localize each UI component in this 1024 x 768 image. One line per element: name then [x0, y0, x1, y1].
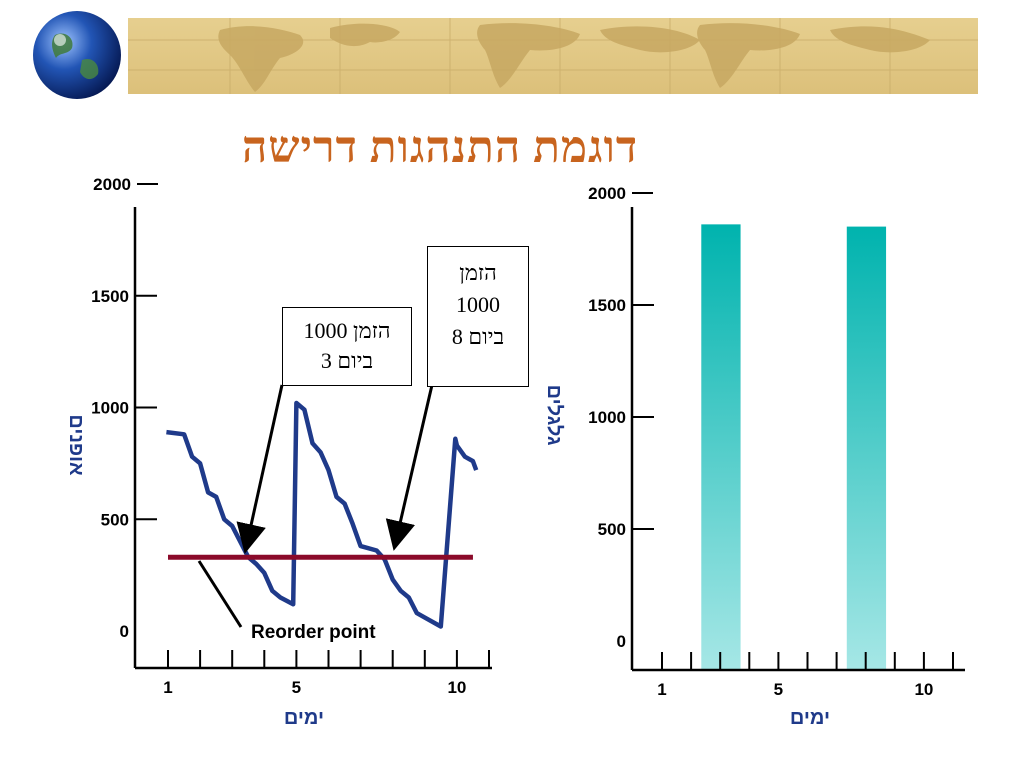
callout-day8-line2: 1000 [456, 292, 500, 317]
left-y-tick-label: 1000 [91, 399, 129, 418]
reorder-point-label: Reorder point [251, 622, 376, 643]
left-x-axis-title: ימים [284, 707, 324, 729]
right-y-tick-label: 2000 [588, 184, 626, 203]
map-continents [218, 23, 930, 92]
right-x-tick-label: 5 [774, 680, 783, 699]
right-y-tick-label: 500 [598, 520, 626, 539]
callout-order-day8: הזמן 1000 ביום 8 [427, 246, 529, 387]
left-y-tick-label: 0 [120, 622, 129, 641]
callout-day3-line1: הזמן 1000 [303, 318, 391, 343]
left-y-tick-label: 500 [101, 510, 129, 529]
reorder-pointer-line [197, 560, 243, 628]
callout-day8-line1: הזמן [459, 260, 497, 285]
right-y-tick-label: 1000 [588, 408, 626, 427]
left-data [166, 400, 479, 629]
callout-order-day3: הזמן 1000 ביום 3 [282, 307, 412, 386]
left-axes: 0 500 1000 1500 2000 1 5 10 [91, 175, 492, 697]
right-data [701, 224, 887, 671]
right-x-axis-title: ימים [790, 707, 830, 729]
globe-icon [27, 5, 127, 105]
right-x-tick-label: 1 [657, 680, 666, 699]
day8-arrow [385, 384, 434, 551]
day3-arrow [236, 384, 284, 554]
left-y-axis-title: אופנים [65, 414, 87, 476]
left-x-tick-label: 1 [163, 678, 172, 697]
callout-day3-line2: ביום 3 [320, 348, 374, 373]
right-x-tick-label: 10 [914, 680, 933, 699]
left-x-tick-label: 5 [292, 678, 301, 697]
left-x-tick-label: 10 [447, 678, 466, 697]
right-y-tick-label: 1500 [588, 296, 626, 315]
right-y-axis-title: גלגלים [543, 385, 565, 446]
inventory-level-line [166, 400, 479, 629]
production-bar-2 [846, 226, 887, 670]
left-y-tick-label: 1500 [91, 287, 129, 306]
right-y-tick-label: 0 [617, 632, 626, 651]
production-bar-1 [701, 224, 741, 671]
callout-day8-line3: ביום 8 [451, 324, 505, 349]
right-axes: 0 500 1000 1500 2000 1 5 10 [588, 184, 965, 699]
left-y-tick-label: 2000 [93, 175, 131, 194]
header-banner [27, 5, 978, 105]
slide-title: דוגמת התנהגות דרישה [241, 123, 638, 172]
